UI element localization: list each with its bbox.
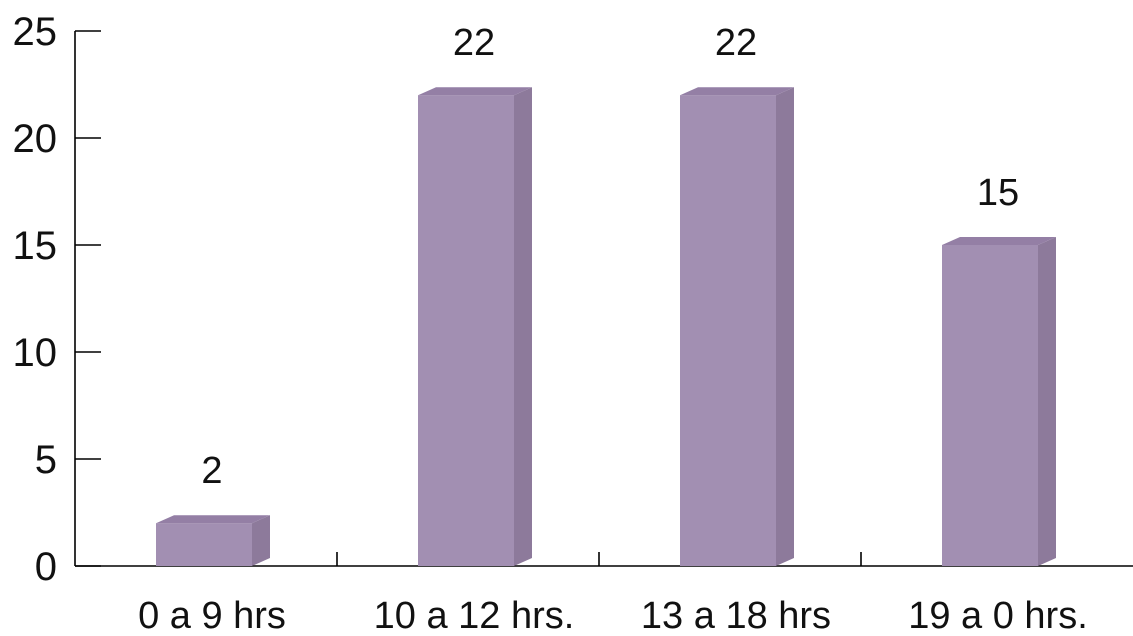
bar bbox=[680, 87, 794, 566]
bar-value-label: 22 bbox=[715, 22, 757, 64]
y-tick-label: 25 bbox=[13, 10, 58, 54]
bar-side-face bbox=[514, 87, 532, 566]
bar bbox=[942, 237, 1056, 566]
y-tick-label: 10 bbox=[13, 331, 58, 375]
x-category-label: 0 a 9 hrs bbox=[138, 595, 286, 636]
x-category-label: 19 a 0 hrs. bbox=[908, 595, 1088, 636]
bar-side-face bbox=[1038, 237, 1056, 566]
bar-top-face bbox=[942, 237, 1056, 245]
y-tick-label: 20 bbox=[13, 117, 58, 161]
bar-front-face bbox=[942, 245, 1038, 566]
bar bbox=[418, 87, 532, 566]
bar-value-label: 2 bbox=[201, 450, 222, 492]
bar-front-face bbox=[418, 95, 514, 566]
x-axis: 0 a 9 hrs 10 a 12 hrs. 13 a 18 hrs 19 a 0 h… bbox=[75, 552, 1133, 636]
bar bbox=[156, 515, 270, 566]
bar-top-face bbox=[156, 515, 270, 524]
bar-value-label: 22 bbox=[453, 22, 495, 64]
x-category-label: 13 a 18 hrs bbox=[641, 595, 831, 636]
bar-front-face bbox=[680, 95, 776, 566]
y-tick-label: 15 bbox=[13, 224, 58, 268]
bar-top-face bbox=[418, 87, 532, 96]
x-category-label: 10 a 12 hrs. bbox=[374, 595, 575, 636]
bar-top-face bbox=[680, 87, 794, 96]
y-tick-label: 0 bbox=[35, 545, 57, 589]
y-tick-label: 5 bbox=[35, 438, 57, 482]
bar-side-face bbox=[776, 87, 794, 566]
bar-front-face bbox=[156, 523, 252, 566]
bars bbox=[156, 87, 1056, 566]
y-axis: 0 5 10 15 20 25 bbox=[13, 10, 101, 589]
bar-side-face bbox=[252, 515, 270, 566]
bar-value-label: 15 bbox=[977, 172, 1019, 214]
